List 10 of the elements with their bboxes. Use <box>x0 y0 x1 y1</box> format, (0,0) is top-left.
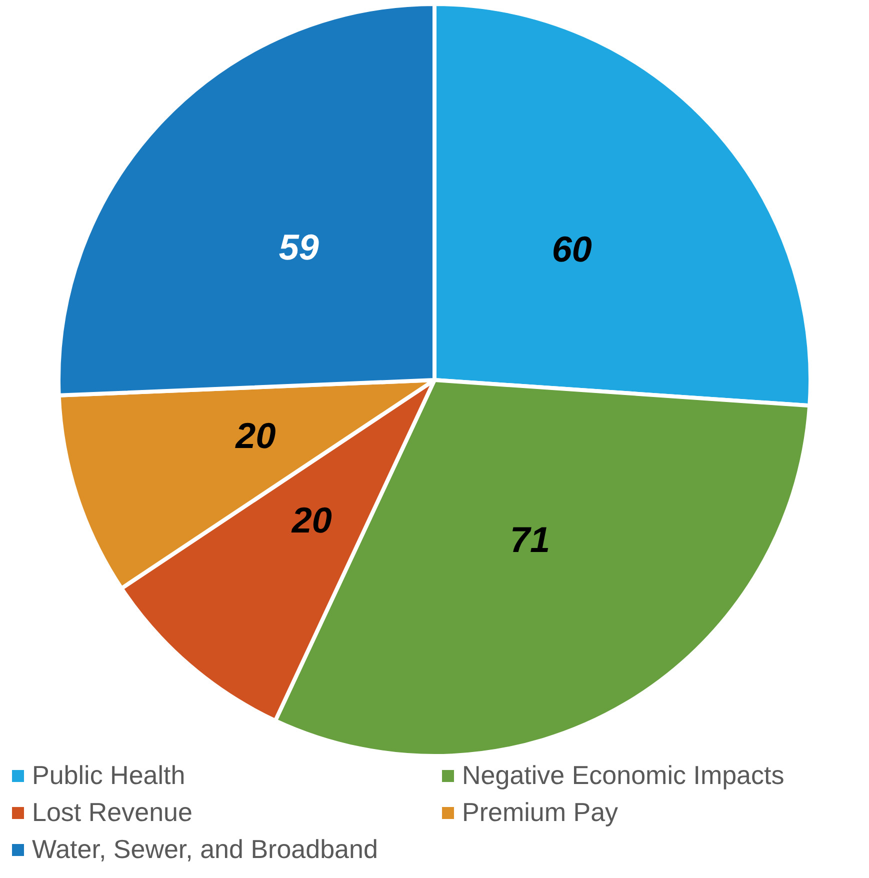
data-label: 20 <box>234 415 276 456</box>
legend-label: Premium Pay <box>462 797 618 828</box>
data-label: 20 <box>290 499 332 540</box>
legend-label: Negative Economic Impacts <box>462 760 784 791</box>
data-label: 71 <box>510 518 550 560</box>
legend-label: Water, Sewer, and Broadband <box>32 834 378 865</box>
legend-label: Lost Revenue <box>32 797 192 828</box>
data-label: 60 <box>552 228 592 270</box>
legend-label: Public Health <box>32 760 186 791</box>
data-label: 59 <box>278 226 319 268</box>
